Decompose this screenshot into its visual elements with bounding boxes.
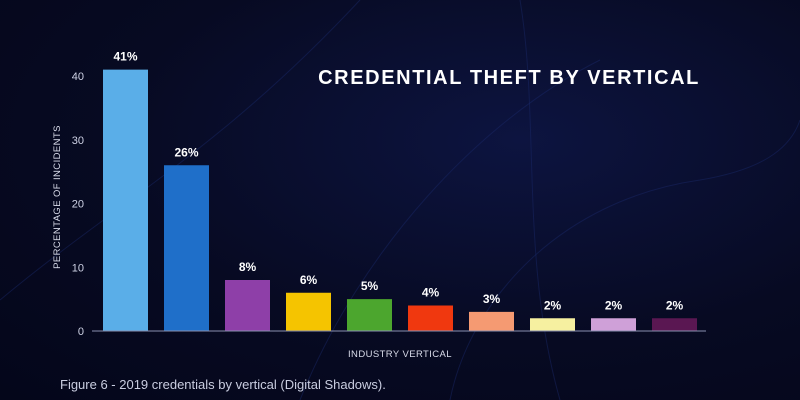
bar: [408, 305, 453, 331]
bars: [103, 69, 697, 331]
bar: [530, 318, 575, 331]
value-label: 6%: [300, 273, 318, 287]
value-label: 2%: [666, 298, 684, 312]
y-tick-label: 30: [72, 135, 84, 147]
bar: [103, 69, 148, 331]
value-label: 4%: [422, 286, 440, 300]
bar: [469, 311, 514, 331]
swirl-line: [519, 0, 561, 400]
swirl-line: [299, 59, 601, 400]
value-label: 2%: [544, 298, 562, 312]
bar: [591, 318, 636, 331]
x-axis-title: INDUSTRY VERTICAL: [348, 349, 452, 360]
bar: [347, 299, 392, 331]
swirl-line: [449, 119, 800, 400]
bar: [164, 165, 209, 331]
value-label: 8%: [239, 260, 257, 274]
chart-title: CREDENTIAL THEFT BY VERTICAL: [318, 67, 700, 89]
value-label: 26%: [174, 145, 198, 159]
y-axis: 0 10 20 30 40: [72, 71, 84, 338]
bar: [652, 318, 697, 331]
y-tick-label: 40: [72, 71, 84, 83]
bar: [225, 280, 270, 331]
value-label: 2%: [605, 298, 623, 312]
value-label: 41%: [113, 50, 137, 64]
y-tick-label: 0: [78, 326, 84, 338]
bar: [286, 292, 331, 331]
value-label: 3%: [483, 292, 501, 306]
value-labels: 41% 26% 8% 6% 5% 4% 3% 2% 2% 2%: [113, 50, 683, 313]
y-axis-title: PERCENTAGE OF INCIDENTS: [52, 125, 63, 269]
y-tick-label: 10: [72, 262, 84, 274]
figure-caption: Figure 6 - 2019 credentials by vertical …: [60, 377, 386, 392]
y-tick-label: 20: [72, 199, 84, 211]
value-label: 5%: [361, 279, 379, 293]
